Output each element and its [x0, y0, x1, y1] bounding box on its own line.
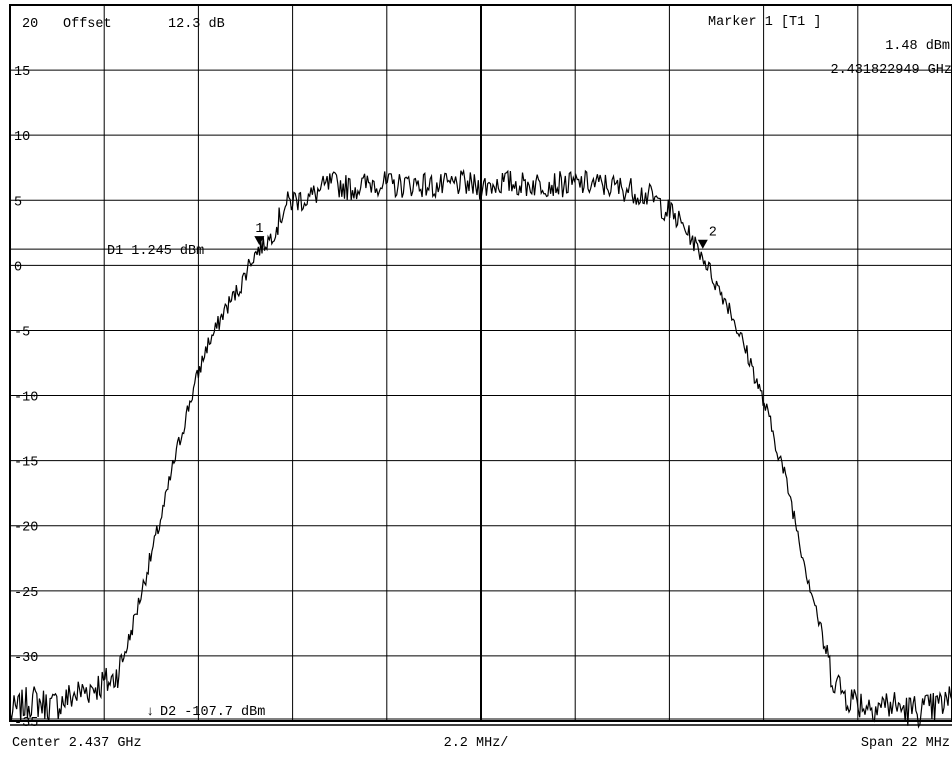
grid — [10, 5, 952, 721]
y-tick-label: -30 — [14, 651, 38, 666]
y-tick-label: 5 — [14, 195, 22, 210]
y-tick-label: -15 — [14, 456, 38, 471]
y-tick-label: 10 — [14, 130, 30, 145]
y-tick-label: -5 — [14, 325, 30, 340]
trace-line — [9, 168, 952, 729]
offset-value: 12.3 dB — [168, 17, 225, 32]
y-tick-label: 15 — [14, 65, 30, 80]
offset-label: Offset — [63, 17, 112, 32]
marker-1-label: 1 — [255, 222, 263, 237]
y-tick-label: -20 — [14, 521, 38, 536]
y-tick-labels: 15 10 5 0 -5 -10 -15 -20 -25 -30 -35 — [14, 65, 38, 731]
y-tick-label: -10 — [14, 391, 38, 406]
marker-info-title: Marker 1 [T1 ] — [708, 15, 821, 30]
marker-2-label: 2 — [709, 226, 717, 241]
ref-level-label: 20 — [22, 17, 38, 32]
marker-2-triangle — [697, 239, 708, 249]
center-frequency: Center 2.437 GHz — [12, 736, 142, 751]
y-tick-label: -25 — [14, 586, 38, 601]
display-line-d2-arrow: ↓ — [146, 705, 154, 720]
display-lines — [10, 248, 952, 720]
frequency-per-division: 2.2 MHz/ — [443, 736, 509, 751]
marker-1-triangle — [254, 236, 265, 246]
display-line-d2-label: D2 -107.7 dBm — [160, 705, 265, 720]
y-tick-label: -35 — [14, 716, 38, 731]
span: Span 22 MHz — [860, 736, 950, 751]
y-tick-label: 0 — [14, 260, 22, 275]
display-line-d1-label: D1 1.245 dBm — [107, 244, 204, 259]
marker-info-level: 1.48 dBm — [885, 39, 950, 54]
marker-info-frequency: 2.431822949 GHz — [830, 63, 952, 78]
